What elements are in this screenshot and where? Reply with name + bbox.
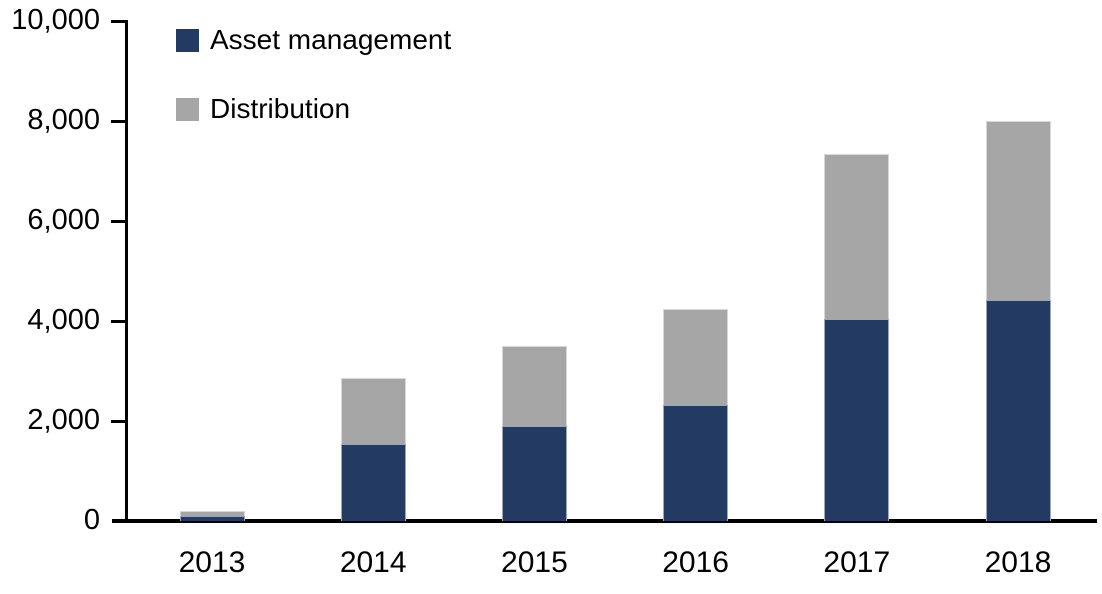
legend-swatch-distribution (176, 97, 199, 121)
y-axis-tick (111, 419, 128, 423)
legend-label-asset-management: Asset management (210, 24, 452, 55)
bar-segment-asset-management-2017 (824, 318, 890, 521)
y-axis-tick-label: 2,000 (27, 403, 100, 436)
y-axis-tick-label: 0 (83, 503, 100, 536)
y-axis-tick (111, 219, 128, 223)
x-axis-label-2013: 2013 (178, 546, 246, 579)
legend-item-asset-management: Asset management (176, 26, 451, 54)
bar-segment-distribution-2017 (824, 153, 890, 319)
y-axis-tick-label: 4,000 (27, 303, 100, 336)
bar-segment-asset-management-2014 (340, 443, 406, 521)
bar-segment-distribution-2016 (663, 308, 729, 405)
bar-segment-asset-management-2016 (663, 405, 729, 521)
x-axis-label-2017: 2017 (823, 546, 891, 579)
bar-segment-distribution-2013 (179, 511, 245, 516)
legend-swatch-asset-management (176, 28, 199, 52)
x-axis-label-2015: 2015 (501, 546, 568, 579)
bar-segment-asset-management-2018 (985, 300, 1051, 521)
y-axis-tick (111, 19, 128, 23)
y-axis-tick (111, 319, 128, 323)
bar-segment-distribution-2014 (340, 377, 406, 444)
y-axis-tick-label: 6,000 (27, 203, 100, 236)
y-axis-tick-label: 8,000 (27, 103, 100, 136)
x-axis-label-2014: 2014 (339, 546, 407, 579)
y-axis-tick-label: 10,000 (11, 3, 100, 36)
bar-segment-asset-management-2015 (501, 426, 567, 521)
x-axis-label-2016: 2016 (662, 546, 729, 579)
y-axis-tick (111, 119, 128, 123)
x-axis-line (112, 519, 1097, 523)
legend-label-distribution: Distribution (210, 93, 351, 124)
bar-segment-distribution-2015 (501, 346, 567, 426)
y-axis-line (125, 21, 128, 521)
bar-segment-distribution-2018 (985, 121, 1051, 300)
bar-segment-asset-management-2013 (179, 516, 245, 521)
legend-item-distribution: Distribution (176, 95, 350, 123)
x-axis-label-2018: 2018 (984, 546, 1052, 579)
